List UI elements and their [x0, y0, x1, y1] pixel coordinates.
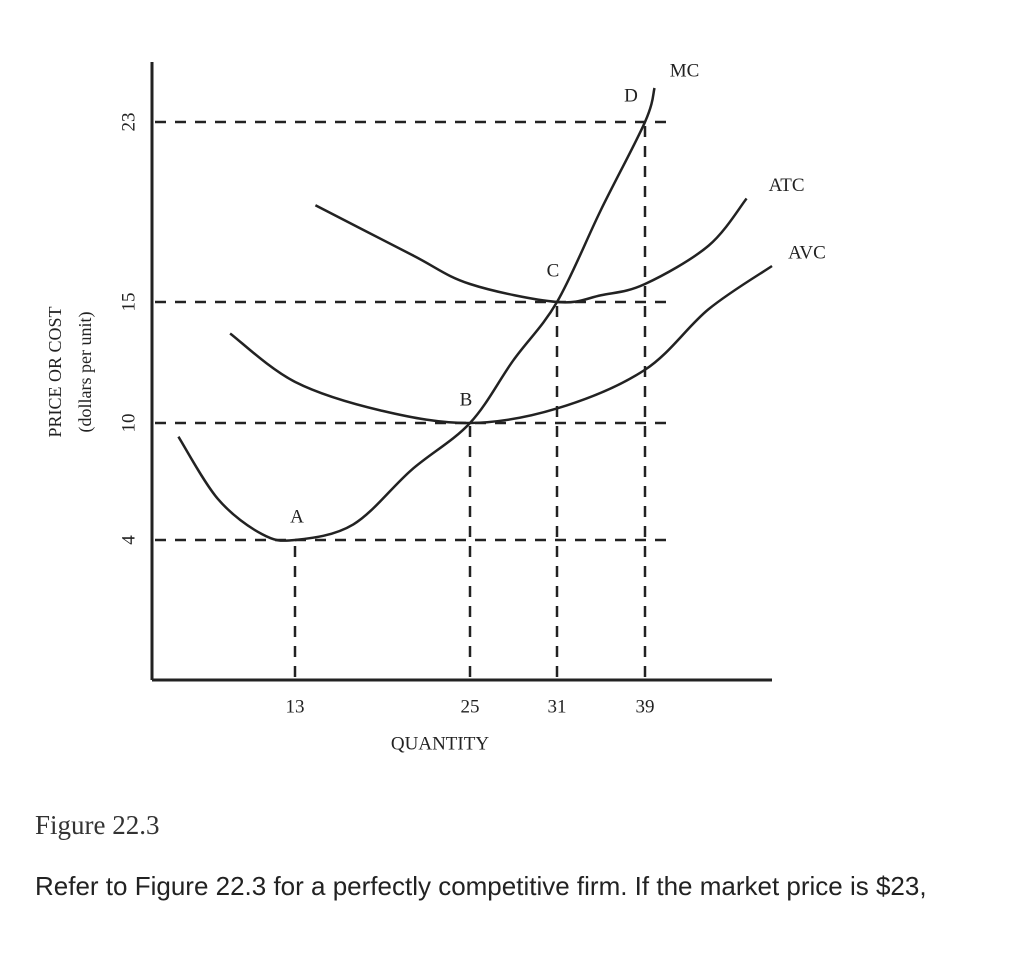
y-tick-label: 15	[118, 293, 139, 312]
curve	[177, 87, 656, 542]
y-tick-label: 10	[118, 414, 139, 433]
point-label: C	[547, 260, 560, 281]
curve-label: AVC	[788, 242, 826, 263]
point-label: A	[290, 506, 304, 527]
y-axis-label: PRICE OR COST	[45, 306, 65, 437]
curve	[229, 264, 773, 425]
figure-caption: Figure 22.3	[35, 810, 160, 840]
y-axis-sublabel: (dollars per unit)	[75, 312, 96, 433]
x-tick-label: 13	[286, 696, 305, 717]
x-tick-label: 25	[461, 696, 480, 717]
chart: QUANTITY PRICE OR COST (dollars per unit…	[45, 60, 826, 754]
y-tick-label: 4	[118, 535, 139, 545]
point-label: D	[624, 85, 638, 106]
question: Refer to Figure 22.3 for a perfectly com…	[35, 871, 927, 901]
y-tick-label: 23	[118, 113, 139, 132]
curve-label: ATC	[769, 175, 805, 196]
point-label: B	[460, 389, 473, 410]
curve	[314, 197, 748, 304]
x-axis-label: QUANTITY	[391, 733, 489, 754]
curve-label: MC	[670, 60, 700, 81]
x-tick-label: 31	[548, 696, 567, 717]
x-tick-label: 39	[636, 696, 655, 717]
